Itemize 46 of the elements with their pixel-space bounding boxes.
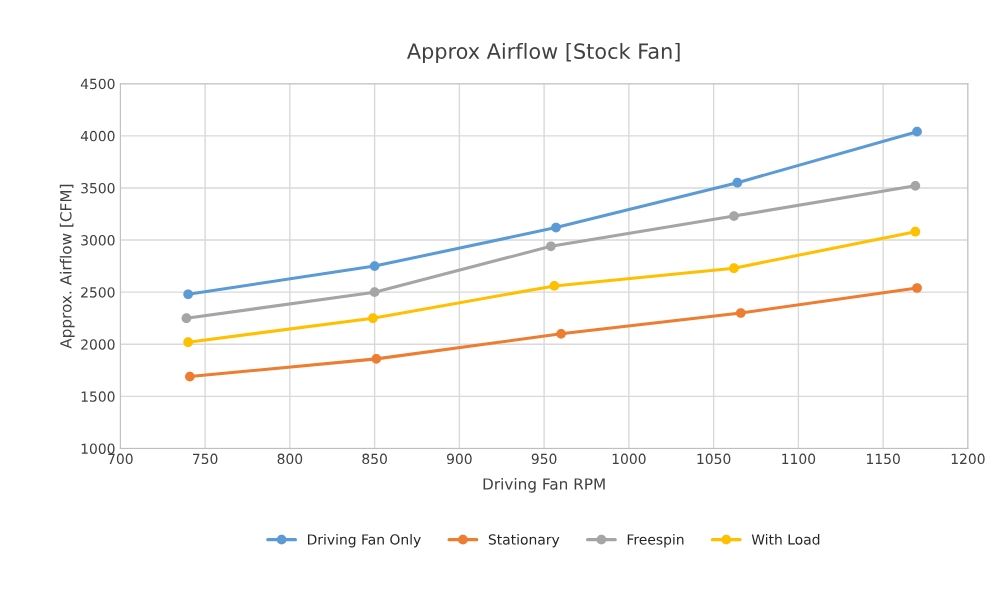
point <box>912 283 922 293</box>
legend-label: Stationary <box>488 533 560 548</box>
legend-label: Driving Fan Only <box>307 533 421 548</box>
point <box>183 337 194 348</box>
x-tick-label: 1150 <box>866 453 900 465</box>
point <box>549 281 560 291</box>
x-tick-label: 1100 <box>782 453 816 465</box>
y-tick-label: 1000 <box>81 443 115 454</box>
y-tick-label: 3500 <box>81 182 115 194</box>
point <box>735 308 746 318</box>
x-tick-label: 1200 <box>951 453 985 465</box>
x-tick-label: 900 <box>446 453 472 465</box>
x-tick-label: 950 <box>531 453 557 465</box>
chart-title: Approx Airflow [Stock Fan] <box>407 42 680 64</box>
point <box>729 263 739 274</box>
x-tick-label: 750 <box>193 453 218 465</box>
point <box>556 328 566 339</box>
point <box>181 313 192 324</box>
point <box>546 241 556 252</box>
point <box>185 371 195 382</box>
point <box>183 289 194 300</box>
x-tick-label: 850 <box>362 453 387 465</box>
point <box>732 177 743 188</box>
point <box>369 287 380 298</box>
point <box>729 211 739 221</box>
y-axis-title: Approx. Airflow [CFM] <box>59 184 75 349</box>
point <box>910 226 921 237</box>
point <box>368 313 378 324</box>
x-axis-title: Driving Fan RPM <box>483 477 605 493</box>
x-tick-label: 1000 <box>612 453 646 465</box>
y-tick-label: 1500 <box>81 391 115 402</box>
point <box>912 126 922 137</box>
point <box>371 354 382 364</box>
x-tick-label: 1050 <box>697 453 731 465</box>
legend-label: Freespin <box>627 533 684 548</box>
x-tick-label: 800 <box>277 453 303 465</box>
legend-label: With Load <box>751 533 820 545</box>
x-tick-label: 700 <box>108 453 133 465</box>
y-tick-label: 3000 <box>81 235 115 246</box>
y-tick-label: 4500 <box>80 78 115 90</box>
y-tick-label: 4000 <box>80 130 115 142</box>
point <box>369 261 380 271</box>
point <box>551 222 561 233</box>
point <box>910 181 921 191</box>
y-tick-label: 2000 <box>81 339 115 350</box>
y-tick-label: 2500 <box>81 287 115 298</box>
